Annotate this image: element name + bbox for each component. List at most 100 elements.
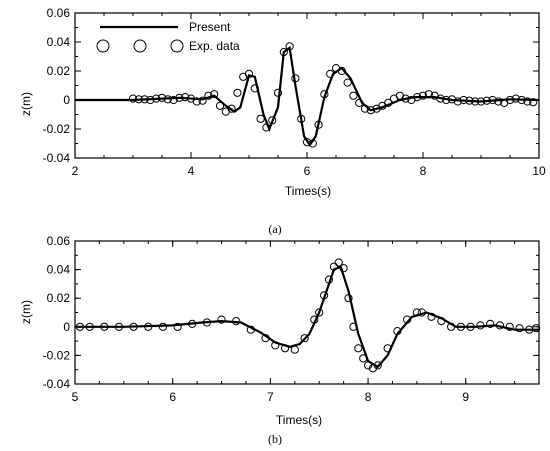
exp-data-point bbox=[157, 93, 167, 102]
x-tick-label: 6 bbox=[169, 390, 176, 404]
exp-data-point bbox=[373, 361, 382, 370]
x-tick-label: 9 bbox=[462, 390, 469, 404]
legend-present-label: Present bbox=[189, 20, 231, 34]
exp-data-point bbox=[424, 90, 433, 99]
exp-data-point bbox=[466, 322, 475, 331]
exp-data-point bbox=[262, 123, 271, 132]
exp-data-point bbox=[447, 95, 457, 104]
exp-data-point bbox=[349, 322, 358, 331]
exp-data-point bbox=[383, 344, 392, 353]
exp-data-point bbox=[337, 66, 346, 76]
exp-data-point bbox=[114, 322, 124, 331]
y-tick-label: -0.04 bbox=[43, 377, 71, 391]
exp-data-point bbox=[417, 308, 426, 317]
plot-frame bbox=[74, 12, 540, 159]
exp-data-point bbox=[300, 334, 309, 343]
chart-a-ticks: 2 4 6 8 10 -0.04 -0.02 0 0.02 0.04 0.06 bbox=[43, 6, 546, 178]
exp-data-point bbox=[355, 98, 364, 108]
plot-frame bbox=[74, 240, 540, 385]
exp-data-point bbox=[271, 341, 280, 350]
chart-b-caption: (b) bbox=[268, 432, 282, 446]
exp-data-point bbox=[217, 315, 226, 324]
exp-data-point bbox=[246, 325, 255, 334]
exp-data-point bbox=[465, 96, 474, 105]
exp-data-point bbox=[310, 315, 319, 324]
x-tick-label: 8 bbox=[420, 164, 427, 178]
y-tick-label: -0.04 bbox=[43, 151, 71, 165]
exp-data-point bbox=[268, 116, 277, 125]
exp-data-point bbox=[175, 93, 184, 102]
exp-data-point bbox=[494, 97, 503, 106]
exp-data-point bbox=[308, 139, 317, 148]
legend-exp-marker bbox=[133, 39, 147, 53]
y-tick-label: -0.02 bbox=[43, 348, 71, 362]
exp-data-point bbox=[354, 344, 363, 353]
exp-data-point bbox=[320, 90, 329, 99]
chart-b-series-exp bbox=[75, 258, 541, 373]
exp-data-point bbox=[192, 97, 201, 106]
chart-a-series-present bbox=[75, 45, 540, 147]
chart-a-xlabel: Times(s) bbox=[285, 184, 331, 198]
exp-data-point bbox=[476, 97, 486, 106]
exp-data-point bbox=[129, 322, 138, 331]
exp-data-point bbox=[505, 95, 515, 105]
x-tick-label: 6 bbox=[304, 164, 311, 178]
exp-data-point bbox=[523, 97, 532, 106]
y-tick-label: 0.06 bbox=[47, 6, 71, 20]
exp-data-point bbox=[529, 98, 538, 107]
legend-exp-label: Exp. data bbox=[189, 39, 240, 53]
exp-data-point bbox=[215, 101, 225, 110]
exp-data-point bbox=[366, 106, 375, 115]
exp-data-point bbox=[401, 94, 410, 103]
exp-data-point bbox=[285, 42, 294, 51]
chart-b: 5 6 7 8 9 -0.04 -0.02 0 0.02 0.04 0.06 Times(s) z(… bbox=[19, 234, 541, 446]
exp-data-point bbox=[198, 96, 207, 105]
exp-data-point bbox=[488, 95, 497, 105]
exp-data-point bbox=[447, 322, 456, 331]
exp-data-point bbox=[413, 93, 422, 102]
exp-data-point bbox=[453, 97, 462, 106]
exp-data-point bbox=[505, 322, 514, 331]
exp-data-point bbox=[210, 90, 219, 99]
y-tick-label: 0.02 bbox=[47, 64, 71, 78]
x-tick-label: 10 bbox=[532, 164, 546, 178]
exp-data-point bbox=[344, 294, 353, 303]
series-line-present bbox=[75, 265, 539, 369]
chart-a-series-exp bbox=[128, 42, 538, 148]
exp-data-point bbox=[456, 322, 465, 331]
exp-data-point bbox=[486, 319, 495, 328]
chart-a: 2 4 6 8 10 -0.04 -0.02 0 0.02 0.04 0.06 Times(s) z… bbox=[19, 6, 546, 236]
x-tick-label: 2 bbox=[72, 164, 79, 178]
legend-exp-marker bbox=[96, 39, 110, 53]
exp-data-point bbox=[339, 264, 348, 273]
y-tick-label: -0.02 bbox=[43, 122, 71, 136]
exp-data-point bbox=[128, 94, 138, 103]
chart-a-ylabel: z(m) bbox=[19, 92, 33, 116]
exp-data-point bbox=[233, 88, 242, 97]
exp-data-point bbox=[412, 308, 421, 317]
exp-data-point bbox=[436, 94, 445, 103]
exp-data-point bbox=[482, 96, 491, 105]
y-tick-label: 0.04 bbox=[47, 263, 71, 277]
exp-data-point bbox=[140, 95, 149, 104]
chart-b-series-present bbox=[75, 265, 539, 369]
exp-data-point bbox=[343, 78, 352, 87]
exp-data-point bbox=[334, 258, 343, 267]
exp-data-point bbox=[261, 334, 270, 343]
y-tick-label: 0 bbox=[63, 93, 70, 107]
exp-data-point bbox=[302, 138, 312, 147]
exp-data-point bbox=[459, 95, 468, 105]
x-tick-label: 8 bbox=[365, 390, 372, 404]
exp-data-point bbox=[393, 327, 402, 336]
exp-data-point bbox=[146, 95, 155, 105]
exp-data-point bbox=[314, 120, 323, 129]
exp-data-point bbox=[181, 93, 190, 102]
y-tick-label: 0 bbox=[63, 320, 70, 334]
exp-data-point bbox=[273, 88, 283, 97]
exp-data-point bbox=[85, 322, 94, 331]
x-tick-label: 7 bbox=[267, 390, 274, 404]
exp-data-point bbox=[297, 114, 306, 123]
chart-b-ticks: 5 6 7 8 9 -0.04 -0.02 0 0.02 0.04 0.06 bbox=[43, 234, 540, 404]
exp-data-point bbox=[418, 91, 428, 100]
